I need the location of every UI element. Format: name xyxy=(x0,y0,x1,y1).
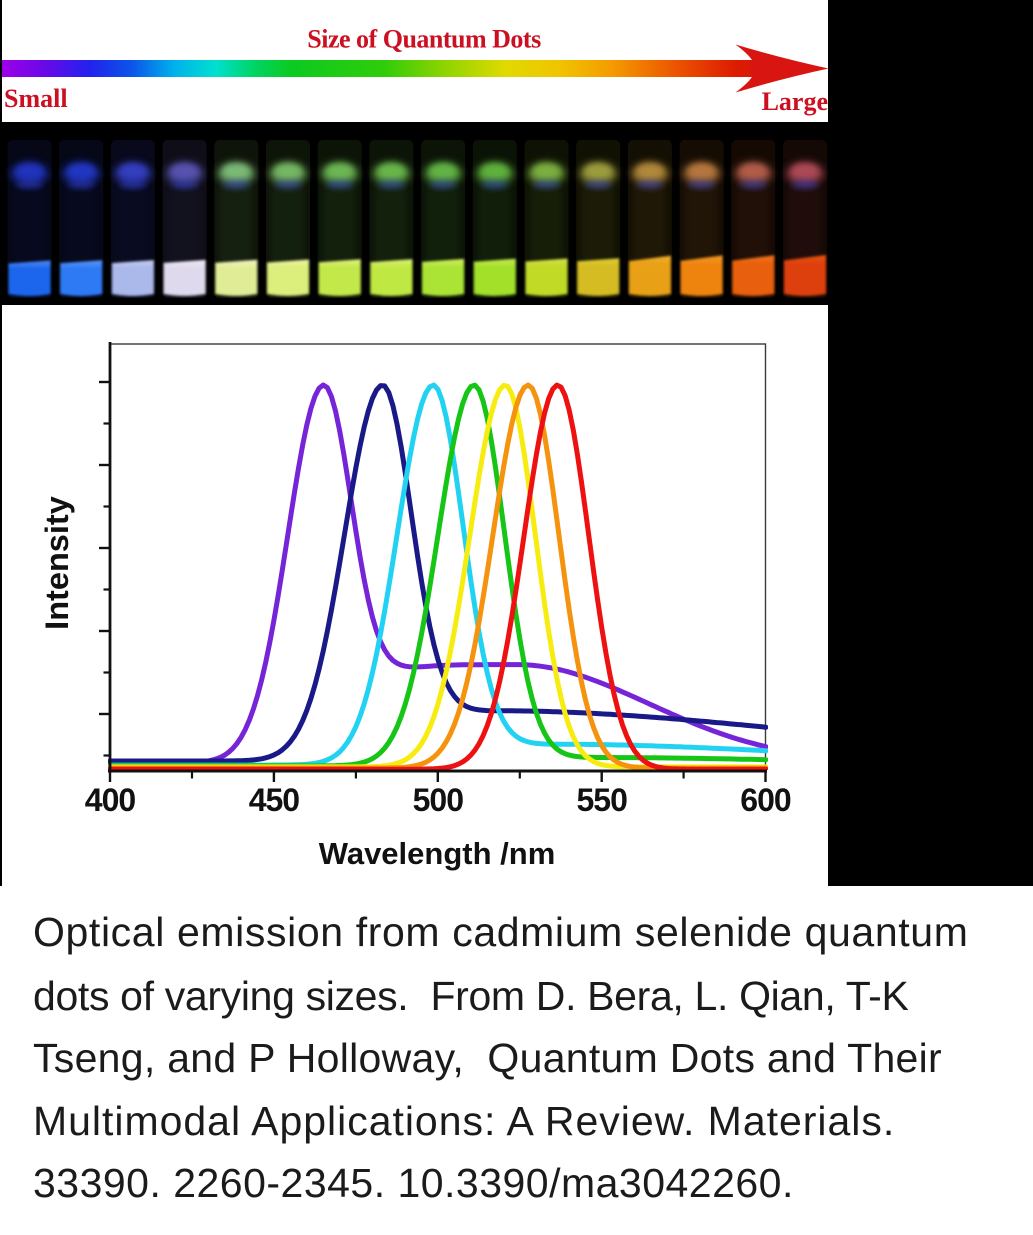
svg-text:Size of Quantum Dots: Size of Quantum Dots xyxy=(307,25,541,54)
svg-text:550: 550 xyxy=(577,782,628,818)
svg-text:Small: Small xyxy=(4,84,68,113)
svg-text:400: 400 xyxy=(85,782,136,818)
svg-text:450: 450 xyxy=(249,782,300,818)
svg-text:Intensity: Intensity xyxy=(39,496,75,630)
svg-text:500: 500 xyxy=(413,782,464,818)
svg-text:Wavelength /nm: Wavelength /nm xyxy=(319,836,556,871)
svg-text:Large: Large xyxy=(762,87,828,116)
svg-text:600: 600 xyxy=(740,782,791,818)
